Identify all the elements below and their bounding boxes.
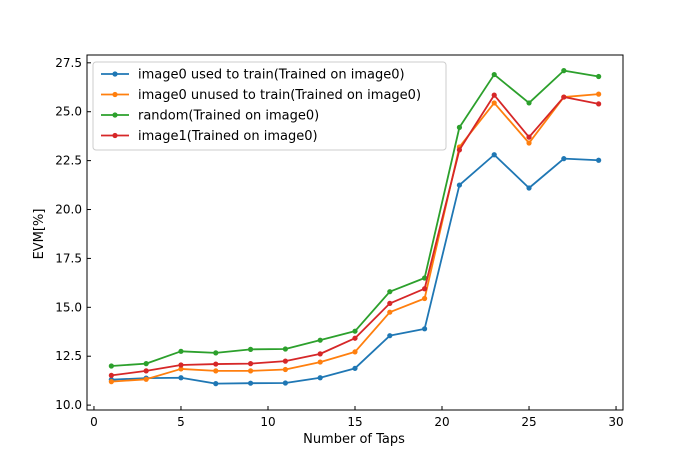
data-point — [108, 379, 114, 385]
data-point — [526, 185, 532, 191]
y-tick-label: 17.5 — [55, 251, 82, 265]
y-tick-label: 22.5 — [55, 154, 82, 168]
data-point — [213, 368, 219, 374]
data-point — [213, 361, 219, 367]
data-point — [596, 91, 602, 97]
y-tick-label: 12.5 — [55, 349, 82, 363]
data-point — [387, 300, 393, 306]
data-point — [247, 361, 254, 367]
data-point — [282, 366, 288, 373]
data-point — [561, 68, 567, 74]
data-point — [456, 124, 463, 130]
data-point — [491, 92, 497, 98]
data-point — [352, 349, 358, 355]
series-2 — [108, 68, 602, 369]
data-point — [352, 365, 358, 371]
y-tick-label: 25.0 — [55, 105, 82, 119]
data-point — [422, 286, 428, 292]
data-point — [456, 147, 463, 153]
data-point — [317, 351, 323, 357]
data-point — [596, 101, 602, 107]
data-point — [352, 335, 358, 341]
data-point — [178, 366, 184, 372]
data-point — [387, 333, 393, 339]
data-point — [247, 346, 254, 352]
data-point — [491, 100, 497, 106]
data-point — [317, 375, 323, 381]
data-point — [422, 295, 428, 302]
data-point — [178, 375, 184, 381]
series-layer — [108, 68, 602, 387]
legend-item: image0 used to train(Trained on image0) — [101, 68, 405, 83]
x-tick-label: 15 — [347, 415, 362, 429]
legend-label: image0 used to train(Trained on image0) — [138, 68, 405, 83]
legend-label: image0 unused to train(Trained on image0… — [138, 88, 421, 103]
data-point — [596, 73, 602, 80]
y-tick-label: 20.0 — [55, 203, 82, 217]
legend-item: image1(Trained on image0) — [101, 129, 318, 144]
legend-label: random(Trained on image0) — [138, 109, 319, 124]
x-tick-label: 10 — [260, 415, 275, 429]
data-point — [456, 182, 463, 188]
y-tick-label: 10.0 — [55, 398, 82, 412]
x-axis-label: Number of Taps — [303, 432, 405, 447]
data-point — [143, 376, 149, 382]
data-point — [213, 350, 219, 356]
data-point — [143, 361, 149, 367]
x-tick-label: 5 — [177, 415, 185, 429]
series-3 — [108, 92, 602, 378]
data-point — [352, 328, 358, 334]
data-point — [561, 156, 567, 162]
data-point — [387, 289, 393, 295]
y-tick-label: 27.5 — [55, 56, 82, 70]
series-1 — [108, 91, 602, 385]
data-point — [422, 326, 428, 332]
legend-marker — [112, 132, 118, 139]
legend-item: random(Trained on image0) — [101, 109, 319, 124]
legend: image0 used to train(Trained on image0) i… — [92, 61, 447, 151]
data-point — [491, 71, 497, 78]
data-point — [526, 134, 532, 140]
x-tick-label: 30 — [608, 415, 623, 429]
data-point — [422, 275, 428, 281]
legend-item: image0 unused to train(Trained on image0… — [101, 88, 421, 103]
x-tick-label: 0 — [90, 415, 98, 429]
data-point — [317, 337, 323, 343]
data-point — [143, 368, 149, 374]
data-point — [526, 140, 532, 146]
x-tick-label: 20 — [434, 415, 449, 429]
data-point — [247, 380, 254, 386]
data-point — [387, 309, 393, 315]
data-point — [282, 358, 288, 364]
legend-box — [92, 61, 447, 151]
x-tick-label: 25 — [521, 415, 536, 429]
data-point — [561, 94, 567, 100]
y-axis-label: EVM[%] — [32, 209, 47, 260]
axes-layer: 0 5 10 15 20 25 30 10.0 12.5 15.0 17.5 20.0 22.5 25.0… — [55, 54, 624, 429]
data-point — [247, 368, 254, 374]
data-point — [108, 363, 114, 369]
legend-marker — [112, 91, 118, 98]
data-point — [282, 380, 288, 386]
data-point — [108, 372, 114, 378]
data-point — [178, 362, 184, 368]
y-tick-label: 15.0 — [55, 300, 82, 314]
data-point — [596, 157, 602, 163]
data-point — [317, 359, 323, 365]
data-point — [526, 100, 532, 106]
data-point — [282, 346, 288, 352]
legend-marker — [112, 112, 118, 118]
legend-marker — [112, 71, 118, 77]
data-point — [213, 381, 219, 387]
data-point — [178, 348, 184, 354]
data-point — [491, 152, 497, 158]
legend-label: image1(Trained on image0) — [138, 129, 318, 144]
